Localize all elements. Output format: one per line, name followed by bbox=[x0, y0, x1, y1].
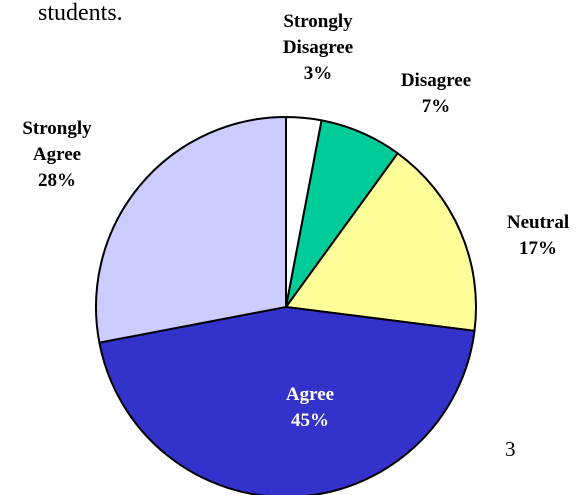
slice-label-strongly-agree: Strongly Agree 28% bbox=[22, 118, 92, 191]
pie-slice-strongly-agree bbox=[95, 115, 287, 344]
pie-labels: Strongly Disagree 3% Disagree 7% Neutral 17% Ag… bbox=[22, 11, 569, 431]
slice-label-neutral: Neutral 17% bbox=[507, 212, 569, 259]
page-number: 3 bbox=[505, 437, 516, 461]
caption-text: students. bbox=[38, 0, 123, 26]
pie-slice-agree bbox=[98, 305, 476, 495]
pie-slice-neutral bbox=[284, 151, 477, 332]
pie-slices bbox=[95, 115, 477, 495]
slice-label-strongly-disagree: Strongly Disagree 3% bbox=[283, 11, 353, 84]
slice-label-agree: Agree 45% bbox=[286, 384, 334, 431]
slice-label-disagree: Disagree 7% bbox=[401, 70, 471, 117]
